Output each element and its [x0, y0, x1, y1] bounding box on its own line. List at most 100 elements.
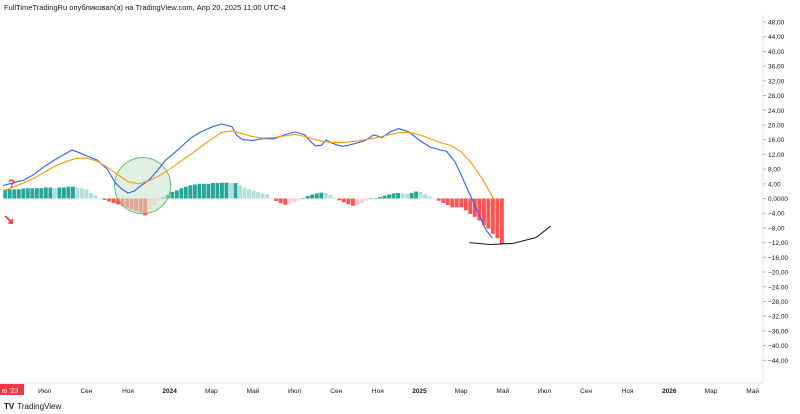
histogram-bar: [84, 189, 89, 199]
x-tick-label: Май: [746, 387, 759, 395]
tradingview-footer[interactable]: TV TradingView: [4, 400, 61, 412]
bottom-arc-layer: [469, 225, 552, 246]
x-tick-label: Май: [496, 387, 509, 395]
histogram-bar: [301, 198, 306, 199]
histogram-bar: [7, 189, 12, 199]
histogram-bar: [174, 190, 179, 199]
histogram-bar: [265, 194, 270, 199]
y-tick-label: −4,00: [768, 211, 785, 218]
histogram-bar: [107, 198, 112, 202]
histogram-bar: [170, 191, 175, 199]
histogram-bar: [274, 198, 279, 202]
histogram-bar: [229, 183, 233, 199]
histogram-bar: [341, 198, 346, 203]
histogram-bar: [61, 187, 66, 199]
y-tick-label: 32,00: [768, 78, 785, 85]
y-tick-label: 40,00: [768, 49, 785, 56]
histogram-bar: [201, 183, 206, 199]
y-tick-label: 44,00: [768, 34, 785, 41]
macd-line: [2, 123, 493, 239]
tradingview-logo-icon: TV: [4, 401, 15, 411]
y-tick-label: −24,00: [768, 284, 788, 291]
histogram-bar: [93, 195, 98, 199]
histogram-bar: [3, 189, 8, 199]
histogram-bar: [369, 198, 373, 200]
histogram-bar: [287, 198, 292, 205]
histogram-bar: [242, 187, 247, 199]
histogram-bar: [328, 195, 333, 199]
y-tick-label: 0,0000: [768, 196, 788, 203]
histogram-bar: [12, 189, 17, 199]
macd-lines: [2, 123, 497, 239]
histogram-bar: [319, 192, 324, 199]
histogram-bar: [192, 184, 197, 199]
histogram-bar: [89, 192, 93, 199]
histogram-bar: [233, 183, 238, 199]
histogram-bar: [441, 198, 446, 203]
x-tick-label: Сен: [580, 388, 592, 395]
y-tick-label: −44,00: [768, 358, 788, 365]
histogram-bar: [283, 198, 288, 205]
histogram-bar: [387, 194, 391, 199]
histogram-bar: [179, 188, 184, 199]
histogram-bar: [116, 198, 121, 205]
time-scale: Июл Сен Ноя 2024 Мар Май Июл Сен Ноя 2025 Мар Май Ию…: [38, 387, 759, 395]
x-tick-label: Сен: [330, 388, 342, 395]
histogram-bar: [111, 198, 116, 203]
x-tick-label: Май: [247, 387, 260, 395]
histogram-bar: [48, 187, 53, 199]
histogram-bar: [400, 193, 405, 199]
histogram-bar: [378, 197, 382, 199]
y-tick-label: −16,00: [768, 255, 788, 262]
histogram-bar: [292, 198, 297, 203]
histogram-bar: [427, 196, 432, 199]
macd-histogram: [3, 182, 504, 245]
y-tick-label: 48,00: [768, 20, 785, 27]
histogram-bar: [477, 198, 482, 221]
start-label-text: ю '23: [2, 388, 18, 395]
down-arrow-annotation: ↘: [3, 211, 15, 227]
x-tick-label: 2024: [162, 388, 177, 395]
histogram-bar: [251, 190, 256, 199]
histogram-bar: [454, 198, 459, 208]
highlight-circle-layer: [114, 157, 172, 215]
histogram-bar: [495, 198, 500, 239]
x-tick-label: Июл: [38, 388, 51, 395]
histogram-bar: [499, 198, 504, 245]
histogram-bar: [296, 198, 301, 201]
x-tick-label: Ноя: [622, 388, 634, 395]
histogram-bar: [382, 195, 387, 199]
histogram-bar: [396, 192, 400, 199]
y-tick-label: −20,00: [768, 270, 788, 277]
histogram-bar: [278, 198, 283, 204]
x-tick-label: Мар: [705, 388, 718, 395]
histogram-bar: [346, 198, 351, 205]
histogram-bar: [409, 192, 414, 199]
histogram-bar: [490, 198, 495, 234]
x-tick-label: Сен: [80, 388, 92, 395]
histogram-bar: [459, 198, 464, 208]
histogram-bar: [52, 188, 57, 199]
histogram-bar: [310, 194, 315, 199]
histogram-bar: [16, 189, 21, 199]
x-tick-label: Ноя: [372, 388, 384, 395]
bottom-arc-drawing: [469, 225, 552, 246]
start-label-badge: ю '23: [0, 384, 24, 395]
y-tick-label: 4,00: [768, 181, 781, 188]
publisher-line: FullTimeTradingRu опубликовал(а) на Trad…: [4, 3, 286, 12]
histogram-bar: [414, 191, 419, 199]
histogram-bar: [34, 188, 39, 199]
x-tick-label: Ноя: [122, 388, 134, 395]
histogram-bar: [220, 182, 224, 199]
y-tick-label: 24,00: [768, 108, 785, 115]
histogram-bar: [21, 188, 26, 199]
y-tick-label: 20,00: [768, 122, 785, 129]
histogram-bar: [183, 186, 188, 199]
highlight-circle: [114, 157, 172, 215]
histogram-bar: [43, 187, 48, 199]
histogram-bar: [188, 185, 193, 199]
histogram-bar: [197, 183, 202, 199]
y-tick-label: −36,00: [768, 328, 788, 335]
y-tick-label: −12,00: [768, 240, 788, 247]
